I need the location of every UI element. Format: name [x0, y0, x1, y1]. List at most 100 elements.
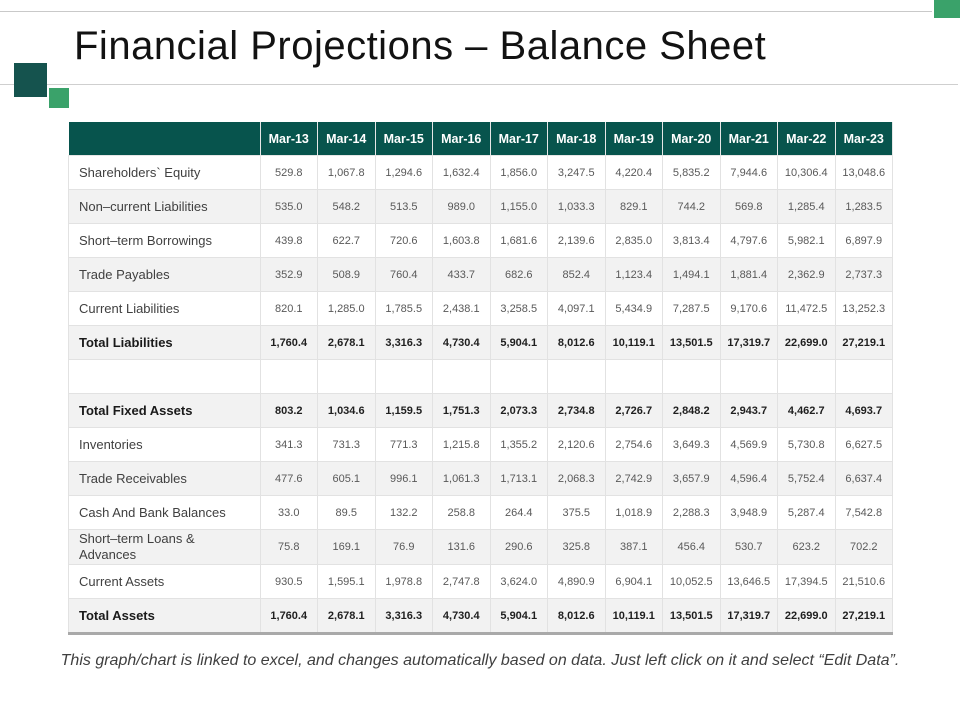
cell-value: 1,494.1 — [662, 257, 721, 292]
cell-value: 1,751.3 — [432, 393, 491, 428]
cell-value: 477.6 — [259, 461, 318, 496]
cell-value: 375.5 — [547, 495, 606, 530]
cell-value: 731.3 — [317, 427, 376, 462]
cell-value: 10,052.5 — [662, 564, 721, 599]
footer-note: This graph/chart is linked to excel, and… — [60, 652, 900, 669]
cell-value: 508.9 — [317, 257, 376, 292]
cell-value: 702.2 — [834, 529, 893, 565]
column-header: Mar-14 — [317, 122, 376, 156]
accent-square-green — [49, 88, 69, 108]
cell-value: 21,510.6 — [834, 564, 893, 599]
row-label: Trade Receivables — [68, 461, 261, 496]
table-row: Non–current Liabilities 535.0 548.2 513.5 98… — [68, 189, 893, 224]
accent-square-dark — [14, 63, 47, 97]
cell-value: 2,747.8 — [432, 564, 491, 599]
cell-value: 22,699.0 — [777, 598, 836, 634]
cell-value — [719, 359, 778, 394]
table-row: Trade Payables 352.9 508.9 760.4 433.7 682.6 8… — [68, 257, 893, 292]
column-header: Mar-20 — [662, 122, 721, 156]
column-header: Mar-23 — [834, 122, 893, 156]
cell-value: 771.3 — [374, 427, 433, 462]
cell-value: 439.8 — [259, 223, 318, 258]
cell-value: 2,073.3 — [489, 393, 548, 428]
cell-value: 7,542.8 — [834, 495, 893, 530]
cell-value: 1,856.0 — [489, 155, 548, 190]
cell-value: 4,693.7 — [834, 393, 893, 428]
cell-value: 132.2 — [374, 495, 433, 530]
cell-value: 605.1 — [317, 461, 376, 496]
cell-value: 2,678.1 — [317, 325, 376, 360]
column-header: Mar-21 — [719, 122, 778, 156]
cell-value: 3,624.0 — [489, 564, 548, 599]
cell-value: 2,068.3 — [547, 461, 606, 496]
row-label: Short–term Loans & Advances — [68, 529, 261, 565]
cell-value: 6,627.5 — [834, 427, 893, 462]
cell-value: 744.2 — [662, 189, 721, 224]
cell-value: 1,760.4 — [259, 325, 318, 360]
cell-value: 2,120.6 — [547, 427, 606, 462]
table-row: Total Fixed Assets 803.2 1,034.6 1,159.5 1,7… — [68, 393, 893, 428]
cell-value: 1,294.6 — [374, 155, 433, 190]
table-row: Total Assets 1,760.4 2,678.1 3,316.3 4,730.4… — [68, 598, 893, 634]
cell-value: 852.4 — [547, 257, 606, 292]
cell-value: 1,215.8 — [432, 427, 491, 462]
row-label: Shareholders` Equity — [68, 155, 261, 190]
cell-value: 264.4 — [489, 495, 548, 530]
cell-value — [777, 359, 836, 394]
table-row: Trade Receivables 477.6 605.1 996.1 1,061.3 1… — [68, 461, 893, 496]
cell-value: 4,730.4 — [432, 598, 491, 634]
cell-value: 5,904.1 — [489, 598, 548, 634]
row-label — [68, 359, 261, 394]
cell-value: 4,097.1 — [547, 291, 606, 326]
cell-value: 5,904.1 — [489, 325, 548, 360]
cell-value: 5,287.4 — [777, 495, 836, 530]
cell-value: 1,159.5 — [374, 393, 433, 428]
cell-value: 1,681.6 — [489, 223, 548, 258]
cell-value: 2,734.8 — [547, 393, 606, 428]
table-row: Cash And Bank Balances 33.0 89.5 132.2 258.8… — [68, 495, 893, 530]
row-label: Current Assets — [68, 564, 261, 599]
table-row: Current Liabilities 820.1 1,285.0 1,785.5 2,… — [68, 291, 893, 326]
cell-value: 2,362.9 — [777, 257, 836, 292]
cell-value: 548.2 — [317, 189, 376, 224]
cell-value: 1,285.0 — [317, 291, 376, 326]
cell-value: 5,434.9 — [604, 291, 663, 326]
cell-value: 1,018.9 — [604, 495, 663, 530]
cell-value: 1,033.3 — [547, 189, 606, 224]
column-header: Mar-15 — [374, 122, 433, 156]
cell-value: 5,835.2 — [662, 155, 721, 190]
cell-value: 7,287.5 — [662, 291, 721, 326]
column-header-blank — [68, 122, 261, 156]
cell-value: 2,726.7 — [604, 393, 663, 428]
page-title: Financial Projections – Balance Sheet — [74, 24, 767, 68]
column-header: Mar-16 — [432, 122, 491, 156]
cell-value: 22,699.0 — [777, 325, 836, 360]
cell-value: 682.6 — [489, 257, 548, 292]
cell-value: 1,713.1 — [489, 461, 548, 496]
cell-value: 2,943.7 — [719, 393, 778, 428]
cell-value: 76.9 — [374, 529, 433, 565]
cell-value: 1,123.4 — [604, 257, 663, 292]
cell-value: 1,034.6 — [317, 393, 376, 428]
cell-value: 535.0 — [259, 189, 318, 224]
cell-value: 803.2 — [259, 393, 318, 428]
cell-value: 9,170.6 — [719, 291, 778, 326]
cell-value: 4,596.4 — [719, 461, 778, 496]
cell-value: 1,603.8 — [432, 223, 491, 258]
cell-value: 5,982.1 — [777, 223, 836, 258]
cell-value: 27,219.1 — [834, 598, 893, 634]
cell-value: 2,678.1 — [317, 598, 376, 634]
row-label: Trade Payables — [68, 257, 261, 292]
table-row: Current Assets 930.5 1,595.1 1,978.8 2,747.8… — [68, 564, 893, 599]
cell-value: 623.2 — [777, 529, 836, 565]
row-label: Non–current Liabilities — [68, 189, 261, 224]
row-label: Current Liabilities — [68, 291, 261, 326]
cell-value: 13,048.6 — [834, 155, 893, 190]
table-row — [68, 359, 893, 394]
cell-value: 6,904.1 — [604, 564, 663, 599]
top-divider — [0, 11, 932, 12]
column-header: Mar-18 — [547, 122, 606, 156]
cell-value — [547, 359, 606, 394]
cell-value: 13,252.3 — [834, 291, 893, 326]
balance-sheet-table: Mar-13 Mar-14 Mar-15 Mar-16 Mar-17 Mar-18 Mar-… — [68, 122, 893, 635]
